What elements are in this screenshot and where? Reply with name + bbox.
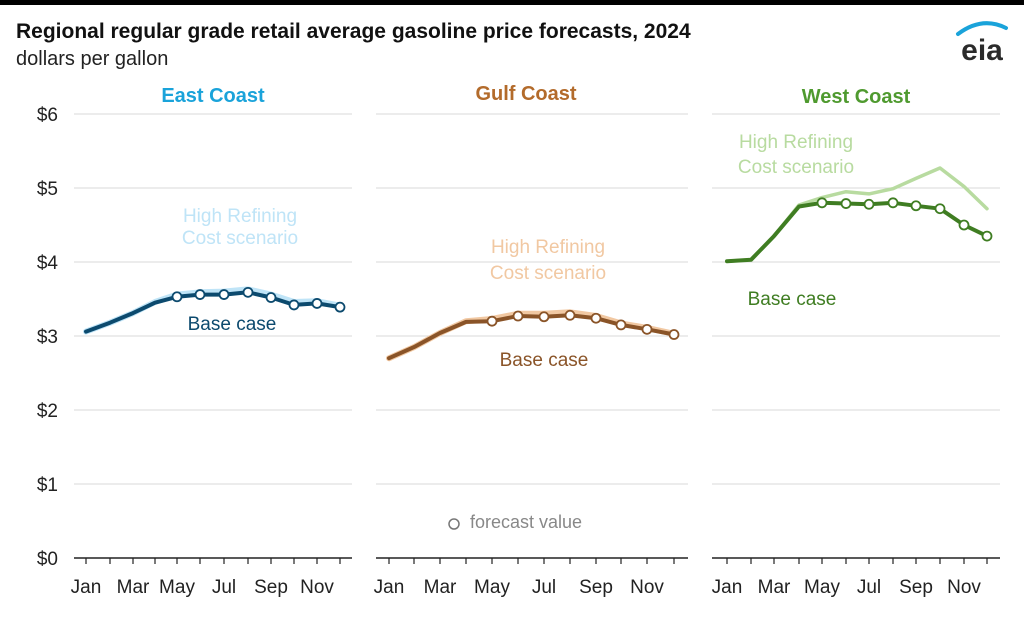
x-tick-label: Nov — [947, 577, 981, 598]
forecast-point — [615, 319, 627, 331]
forecast-point — [958, 219, 970, 231]
top-border — [0, 0, 1024, 5]
forecast-point — [171, 291, 183, 303]
forecast-point — [981, 230, 993, 242]
annotation-high-refining: High Refining — [739, 132, 853, 153]
y-tick-label: $4 — [37, 253, 59, 274]
y-tick-label: $0 — [37, 549, 58, 570]
annotation-high-refining: Cost scenario — [182, 228, 298, 249]
x-tick-label: May — [159, 577, 195, 598]
chart-title: Regional regular grade retail average ga… — [16, 20, 691, 43]
forecast-point — [194, 289, 206, 300]
x-tick-label: May — [474, 577, 510, 598]
x-tick-label: Jan — [712, 577, 743, 598]
eia-logo-icon: eia — [956, 21, 1008, 66]
panel-title: East Coast — [161, 85, 265, 107]
annotation-high-refining: High Refining — [491, 237, 605, 258]
x-tick-label: Sep — [579, 577, 613, 598]
x-tick-label: Mar — [117, 577, 150, 598]
x-tick-label: May — [804, 577, 840, 598]
annotation-high-refining: High Refining — [183, 206, 297, 227]
forecast-point — [668, 329, 680, 340]
y-tick-label: $6 — [37, 105, 58, 126]
x-tick-label: Mar — [758, 577, 791, 598]
logo-text: eia — [961, 34, 1003, 66]
x-tick-label: Jul — [212, 577, 236, 598]
forecast-point — [641, 323, 653, 335]
legend-marker-icon — [448, 518, 460, 530]
panel-title: West Coast — [802, 86, 911, 108]
forecast-point — [816, 197, 828, 209]
forecast-point — [218, 289, 230, 300]
annotation-base-case: Base case — [188, 314, 277, 335]
legend-marker-label: forecast value — [470, 512, 582, 532]
x-tick-label: Nov — [300, 577, 334, 598]
forecast-point — [863, 198, 875, 210]
annotation-high-refining: Cost scenario — [490, 263, 606, 284]
forecast-point — [486, 315, 498, 327]
chart-subtitle: dollars per gallon — [16, 48, 169, 70]
y-tick-label: $2 — [37, 401, 58, 422]
y-tick-label: $1 — [37, 475, 58, 496]
y-tick-label: $3 — [37, 327, 58, 348]
forecast-point — [334, 301, 346, 313]
forecast-point — [512, 310, 524, 322]
panel-title: Gulf Coast — [475, 83, 576, 105]
forecast-point — [538, 311, 550, 323]
series-line-base-case — [725, 200, 989, 264]
forecast-point — [564, 309, 576, 321]
forecast-point — [934, 203, 946, 215]
forecast-point — [590, 312, 602, 324]
x-tick-label: Sep — [254, 577, 288, 598]
forecast-point — [910, 200, 922, 212]
y-tick-label: $5 — [37, 179, 58, 200]
forecast-point — [288, 299, 300, 311]
forecast-point — [311, 298, 323, 309]
annotation-high-refining: Cost scenario — [738, 157, 854, 178]
forecast-point — [887, 197, 899, 209]
x-tick-label: Jan — [374, 577, 405, 598]
x-tick-label: Nov — [630, 577, 664, 598]
forecast-point — [242, 286, 254, 298]
forecast-point — [840, 198, 852, 209]
forecast-point — [265, 292, 277, 303]
x-tick-label: Mar — [424, 577, 457, 598]
x-tick-label: Jan — [71, 577, 102, 598]
x-tick-label: Sep — [899, 577, 933, 598]
x-tick-label: Jul — [532, 577, 556, 598]
annotation-base-case: Base case — [748, 289, 837, 310]
annotation-base-case: Base case — [500, 350, 589, 371]
x-tick-label: Jul — [857, 577, 881, 598]
